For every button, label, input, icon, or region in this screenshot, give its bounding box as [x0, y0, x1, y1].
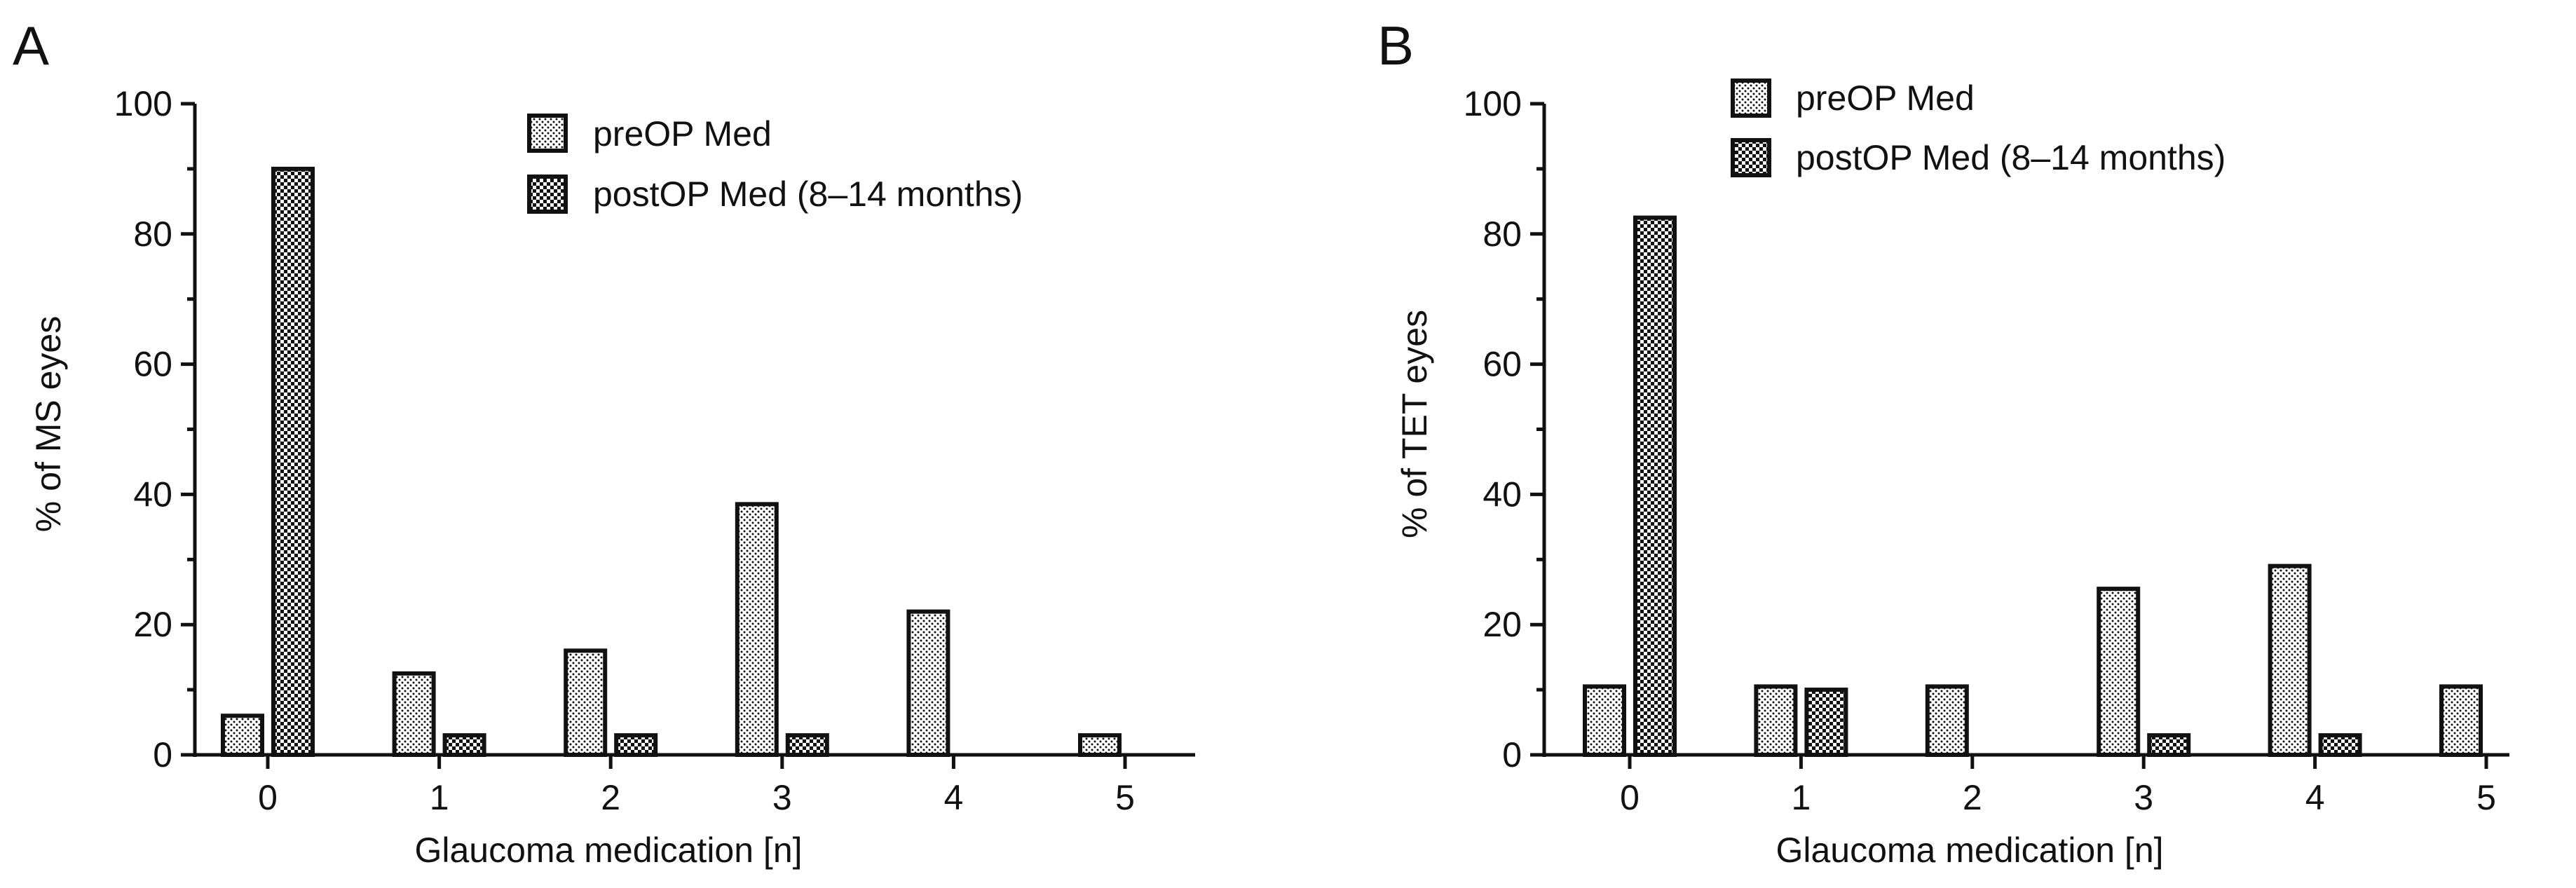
x-tick-label: 2: [1963, 778, 1982, 817]
bar-preop-5: [1078, 733, 1122, 758]
legend-label-postop: postOP Med (8–14 months): [1796, 138, 2226, 177]
y-tick-label: 60: [133, 345, 172, 384]
x-tick-label: 4: [943, 778, 963, 817]
legend-swatch-postop: [527, 175, 568, 214]
bar-marks: [221, 166, 1122, 758]
x-tick-label: 0: [258, 778, 278, 817]
legend-item-preop[interactable]: preOP Med: [527, 114, 772, 153]
x-tick-label: 1: [1791, 778, 1811, 817]
legend-swatch-preop: [527, 114, 568, 153]
y-tick-label: 60: [1483, 345, 1522, 384]
panel-a: A % of MS eyes Glaucoma medication [n] 0…: [13, 15, 1195, 870]
bar-preop-0: [1583, 684, 1626, 758]
y-axis-title: % of MS eyes: [29, 316, 68, 532]
bar-postop-3: [2147, 733, 2191, 758]
y-tick-label: 80: [1483, 214, 1522, 254]
bar-postop-3: [785, 733, 829, 758]
legend: preOP Med postOP Med (8–14 months): [1731, 78, 2226, 177]
x-tick-label: 5: [2476, 778, 2496, 817]
legend-item-postop[interactable]: postOP Med (8–14 months): [1731, 138, 2226, 177]
axes: 0 20 40 60 80 100 0 1 2 3 4 5: [1464, 84, 2509, 817]
legend-label-preop: preOP Med: [1796, 78, 1975, 118]
legend: preOP Med postOP Med (8–14 months): [527, 114, 1023, 214]
legend-swatch-preop: [1731, 78, 1771, 118]
x-tick-label: 0: [1620, 778, 1640, 817]
legend-swatch-postop: [1731, 138, 1771, 177]
y-tick-label: 20: [1483, 605, 1522, 644]
legend-item-postop[interactable]: postOP Med (8–14 months): [527, 175, 1023, 214]
y-tick-label: 0: [153, 735, 172, 774]
bar-postop-1: [442, 733, 486, 758]
bar-preop-4: [2268, 563, 2312, 758]
x-tick-label: 1: [430, 778, 449, 817]
bar-preop-2: [564, 648, 608, 757]
y-axis-title: % of TET eyes: [1395, 310, 1434, 538]
y-tick-label: 40: [1483, 474, 1522, 514]
bar-postop-0: [1633, 215, 1677, 757]
x-axis-title: Glaucoma medication [n]: [1776, 831, 2163, 870]
panel-label: B: [1377, 15, 1414, 76]
y-tick-label: 80: [133, 214, 172, 254]
x-axis-title: Glaucoma medication [n]: [414, 831, 802, 870]
x-tick-label: 3: [772, 778, 792, 817]
bar-preop-1: [392, 671, 436, 757]
bar-postop-1: [1804, 688, 1848, 757]
y-tick-label: 100: [1464, 84, 1522, 123]
bar-preop-0: [221, 713, 264, 758]
x-tick-label: 3: [2134, 778, 2153, 817]
y-tick-label: 20: [133, 605, 172, 644]
legend-label-postop: postOP Med (8–14 months): [593, 175, 1023, 214]
x-tick-label: 5: [1115, 778, 1135, 817]
axes: 0 20 40 60 80 100 0 1 2 3 4 5: [114, 84, 1195, 817]
panel-b: B % of TET eyes Glaucoma medication [n] …: [1377, 15, 2509, 870]
bar-postop-4: [2318, 733, 2362, 758]
bar-preop-4: [906, 609, 950, 757]
y-tick-label: 100: [114, 84, 172, 123]
panel-label: A: [13, 15, 49, 76]
bar-preop-5: [2439, 684, 2483, 758]
bar-marks: [1583, 215, 2483, 758]
bar-preop-1: [1754, 684, 1798, 758]
bar-preop-3: [2097, 587, 2141, 757]
x-tick-label: 2: [601, 778, 620, 817]
bar-preop-3: [735, 502, 779, 758]
bar-preop-2: [1925, 684, 1969, 758]
bar-postop-2: [614, 733, 658, 758]
bar-postop-0: [271, 166, 315, 757]
y-tick-label: 40: [133, 474, 172, 514]
y-tick-label: 0: [1502, 735, 1522, 774]
legend-item-preop[interactable]: preOP Med: [1731, 78, 1975, 118]
x-tick-label: 4: [2305, 778, 2325, 817]
legend-label-preop: preOP Med: [593, 114, 772, 153]
